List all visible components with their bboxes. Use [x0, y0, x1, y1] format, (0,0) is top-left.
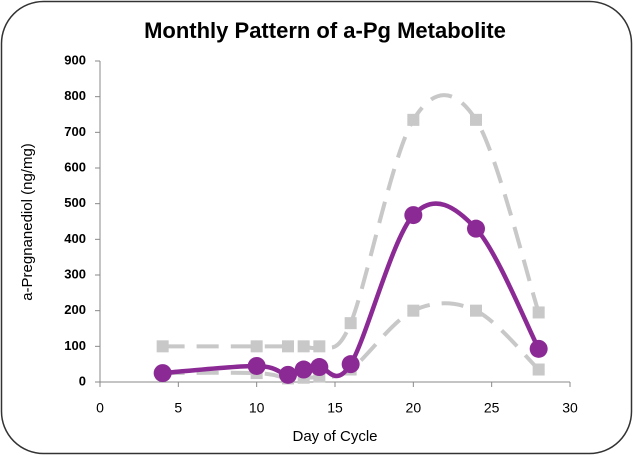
data-point	[250, 340, 263, 353]
data-point	[247, 356, 266, 375]
y-tick-label: 100	[64, 338, 86, 353]
data-point	[407, 113, 420, 126]
data-point	[294, 360, 313, 379]
data-point	[341, 355, 360, 374]
y-tick-label: 800	[64, 88, 86, 103]
data-point	[467, 219, 485, 238]
chart-title: Monthly Pattern of a-Pg Metabolite	[144, 18, 506, 43]
data-point	[470, 304, 482, 317]
data-point	[279, 365, 297, 384]
data-point	[156, 340, 169, 353]
y-tick-label: 600	[64, 159, 86, 174]
data-point	[344, 317, 357, 330]
x-axis-label: Day of Cycle	[292, 428, 377, 445]
data-point	[310, 358, 329, 377]
x-tick-label: 20	[406, 400, 422, 416]
y-tick-label: 300	[64, 266, 86, 281]
data-point	[532, 306, 545, 319]
data-point	[470, 113, 482, 126]
data-point	[529, 339, 548, 358]
x-tick-label: 25	[484, 400, 500, 416]
y-tick-label: 400	[64, 231, 86, 246]
x-tick-label: 0	[96, 400, 104, 416]
y-tick-label: 0	[79, 373, 86, 388]
y-tick-label: 500	[64, 195, 86, 210]
data-point	[407, 304, 420, 317]
data-point	[282, 340, 294, 353]
data-point	[532, 363, 545, 376]
y-tick-label: 700	[64, 124, 86, 139]
y-tick-label: 200	[64, 302, 86, 317]
data-point	[297, 340, 310, 353]
x-tick-label: 10	[249, 400, 265, 416]
x-tick-label: 5	[174, 400, 182, 416]
data-point	[404, 206, 423, 225]
data-point	[313, 340, 326, 353]
series-line	[162, 301, 541, 381]
y-axis-label: a-Pregnanediol (ng/mg)	[19, 143, 36, 301]
data-point	[153, 364, 172, 383]
y-tick-label: 900	[64, 52, 86, 67]
x-tick-label: 15	[327, 400, 343, 416]
x-tick-label: 30	[562, 400, 578, 416]
